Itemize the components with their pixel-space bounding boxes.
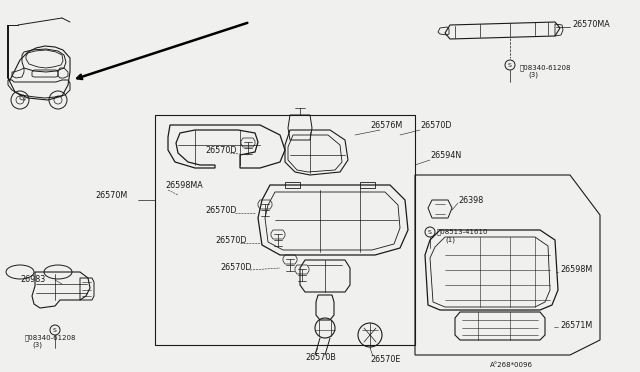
Text: Ⓢ08340-61208: Ⓢ08340-61208 xyxy=(25,335,77,341)
Text: (1): (1) xyxy=(445,237,455,243)
Text: 26570D: 26570D xyxy=(220,263,252,273)
Text: Ⓢ08513-41610: Ⓢ08513-41610 xyxy=(437,229,488,235)
Text: 26571M: 26571M xyxy=(560,321,592,330)
Text: 26570D: 26570D xyxy=(205,145,237,154)
Text: 26570D: 26570D xyxy=(420,121,451,129)
Text: 26598M: 26598M xyxy=(560,266,592,275)
Text: 26570D: 26570D xyxy=(205,205,237,215)
Text: 26594N: 26594N xyxy=(430,151,461,160)
Text: 26983: 26983 xyxy=(20,276,45,285)
Text: 26576M: 26576M xyxy=(370,121,403,129)
Text: S: S xyxy=(508,62,512,67)
Text: 26398: 26398 xyxy=(458,196,483,205)
Text: 26598MA: 26598MA xyxy=(165,180,203,189)
Text: 26570M: 26570M xyxy=(95,190,127,199)
Text: 26570E: 26570E xyxy=(370,356,401,365)
Text: A°268*0096: A°268*0096 xyxy=(490,362,533,368)
Text: Ⓢ08340-61208: Ⓢ08340-61208 xyxy=(520,65,572,71)
Text: (3): (3) xyxy=(32,342,42,348)
Text: S: S xyxy=(428,230,432,234)
Text: (3): (3) xyxy=(528,72,538,78)
Text: 26570B: 26570B xyxy=(305,353,336,362)
Text: 26570MA: 26570MA xyxy=(572,19,610,29)
Text: 26570D: 26570D xyxy=(215,235,246,244)
Text: S: S xyxy=(53,327,57,333)
